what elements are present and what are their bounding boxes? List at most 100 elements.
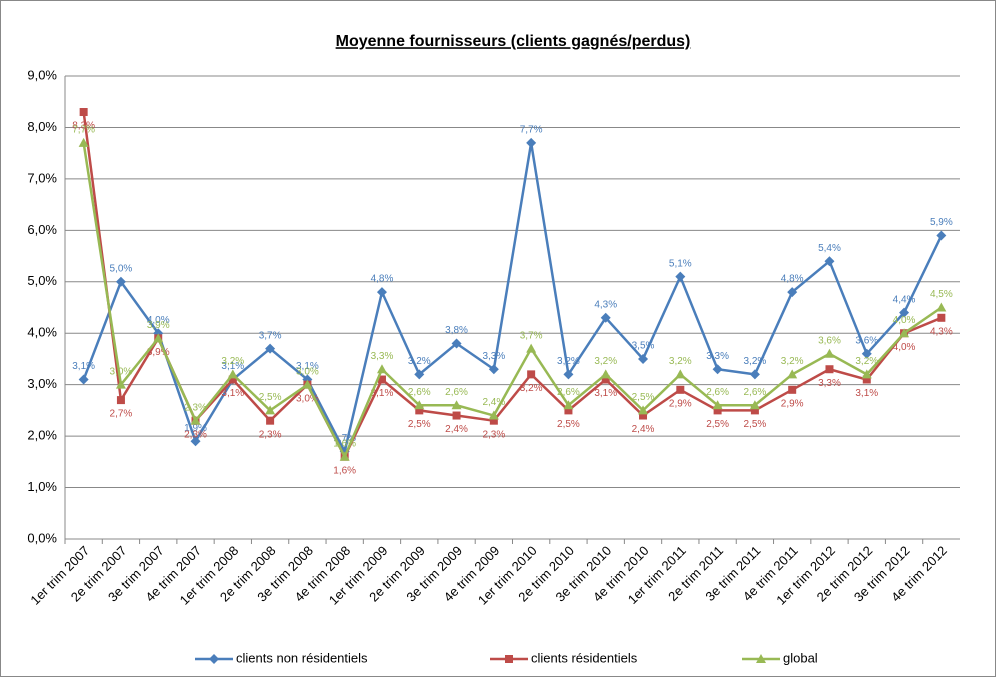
data-label: 2,5% bbox=[706, 419, 729, 430]
marker bbox=[563, 369, 574, 380]
marker bbox=[749, 400, 760, 410]
data-label: 2,9% bbox=[781, 398, 804, 409]
data-label: 3,2% bbox=[557, 356, 580, 367]
marker bbox=[190, 415, 201, 425]
y-tick-label: 7,0% bbox=[27, 170, 57, 185]
data-label: 2,4% bbox=[445, 424, 468, 435]
data-label: 1,7% bbox=[333, 433, 356, 444]
data-label: 5,4% bbox=[818, 243, 841, 254]
data-label: 2,5% bbox=[632, 392, 655, 403]
legend-label: clients résidentiels bbox=[531, 650, 638, 665]
data-label: 2,7% bbox=[110, 409, 133, 420]
data-label: 1,9% bbox=[184, 423, 207, 434]
marker bbox=[787, 287, 798, 298]
marker bbox=[488, 410, 499, 420]
legend-label: clients non résidentiels bbox=[236, 650, 368, 665]
data-label: 4,0% bbox=[893, 342, 916, 353]
series-line bbox=[82, 142, 943, 456]
data-label: 4,0% bbox=[893, 315, 916, 326]
data-label: 4,8% bbox=[781, 274, 804, 285]
marker bbox=[414, 369, 425, 380]
legend-label: global bbox=[783, 650, 818, 665]
marker bbox=[787, 369, 798, 379]
y-tick-label: 1,0% bbox=[27, 479, 57, 494]
marker bbox=[712, 400, 723, 410]
marker bbox=[600, 369, 611, 379]
marker bbox=[505, 655, 513, 663]
data-label: 3,2% bbox=[855, 356, 878, 367]
data-label: 2,4% bbox=[632, 424, 655, 435]
data-label: 2,3% bbox=[259, 429, 282, 440]
data-label: 3,7% bbox=[259, 330, 282, 341]
marker bbox=[265, 343, 276, 354]
data-label: 5,1% bbox=[669, 258, 692, 269]
marker bbox=[638, 405, 649, 415]
marker bbox=[115, 276, 126, 287]
chart-title: Moyenne fournisseurs (clients gagnés/per… bbox=[336, 33, 691, 50]
data-label: 3,1% bbox=[371, 388, 394, 399]
data-label: 2,5% bbox=[408, 419, 431, 430]
marker bbox=[712, 364, 723, 375]
data-label: 3,3% bbox=[482, 351, 505, 362]
marker bbox=[488, 364, 499, 375]
data-label: 4,3% bbox=[594, 299, 617, 310]
data-label: 3,1% bbox=[855, 388, 878, 399]
data-label: 2,4% bbox=[482, 397, 505, 408]
data-label: 2,3% bbox=[184, 429, 207, 440]
data-label: 4,0% bbox=[147, 315, 170, 326]
data-label: 3,1% bbox=[221, 361, 244, 372]
marker bbox=[563, 400, 574, 410]
marker bbox=[115, 379, 126, 389]
data-label: 3,2% bbox=[408, 356, 431, 367]
data-label: 3,0% bbox=[296, 366, 319, 377]
series-line bbox=[82, 111, 942, 460]
y-tick-label: 6,0% bbox=[27, 222, 57, 237]
data-label: 2,5% bbox=[743, 419, 766, 430]
data-label: 3,7% bbox=[520, 330, 543, 341]
marker bbox=[638, 353, 649, 364]
marker bbox=[713, 406, 722, 415]
data-label: 2,3% bbox=[482, 429, 505, 440]
data-label: 1,6% bbox=[333, 465, 356, 476]
marker bbox=[750, 406, 759, 415]
marker bbox=[564, 406, 573, 415]
data-label: 2,6% bbox=[706, 387, 729, 398]
marker bbox=[899, 307, 910, 318]
data-label: 2,9% bbox=[669, 398, 692, 409]
marker bbox=[78, 374, 89, 385]
data-label: 3,0% bbox=[110, 366, 133, 377]
data-label: 3,2% bbox=[781, 356, 804, 367]
data-label: 3,5% bbox=[632, 341, 655, 352]
marker bbox=[861, 369, 872, 379]
marker bbox=[601, 375, 610, 384]
data-label: 2,6% bbox=[557, 387, 580, 398]
marker bbox=[377, 375, 386, 384]
data-label: 3,3% bbox=[706, 351, 729, 362]
data-label: 4,5% bbox=[930, 289, 953, 300]
data-label: 3,2% bbox=[221, 356, 244, 367]
data-label: 3,0% bbox=[296, 393, 319, 404]
y-tick-label: 5,0% bbox=[27, 273, 57, 288]
data-label: 4,8% bbox=[371, 274, 394, 285]
marker bbox=[78, 137, 89, 147]
data-label: 3,1% bbox=[72, 361, 95, 372]
data-label: 3,6% bbox=[818, 335, 841, 346]
marker bbox=[302, 379, 313, 389]
marker bbox=[376, 364, 387, 374]
data-label: 3,2% bbox=[520, 383, 543, 394]
marker bbox=[79, 108, 88, 117]
data-label: 3,9% bbox=[147, 320, 170, 331]
series-line bbox=[82, 142, 943, 460]
data-label: 3,2% bbox=[743, 356, 766, 367]
marker bbox=[788, 385, 797, 394]
marker bbox=[414, 400, 425, 410]
data-label: 4,4% bbox=[893, 294, 916, 305]
marker bbox=[227, 369, 238, 379]
y-tick-label: 3,0% bbox=[27, 376, 57, 391]
data-label: 3,8% bbox=[445, 325, 468, 336]
data-label: 2,5% bbox=[557, 419, 580, 430]
marker bbox=[228, 375, 237, 384]
data-label: 3,2% bbox=[594, 356, 617, 367]
marker bbox=[451, 400, 462, 410]
data-label: 5,0% bbox=[110, 263, 133, 274]
